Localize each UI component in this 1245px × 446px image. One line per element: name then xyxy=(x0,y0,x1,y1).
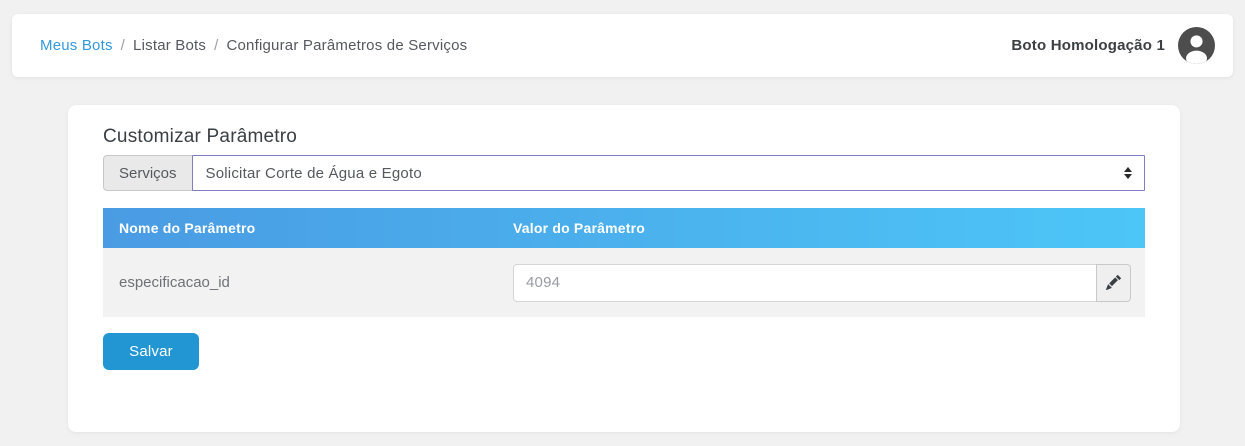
save-button[interactable]: Salvar xyxy=(103,333,199,370)
parameter-value-cell xyxy=(513,263,1145,302)
service-select-wrap: Solicitar Corte de Água e Egoto xyxy=(191,155,1145,191)
pencil-icon xyxy=(1106,275,1121,290)
breadcrumb: Meus Bots / Listar Bots / Configurar Par… xyxy=(40,37,467,54)
service-select-group: Serviços Solicitar Corte de Água e Egoto xyxy=(103,155,1145,191)
breadcrumb-link-meus-bots[interactable]: Meus Bots xyxy=(40,37,113,54)
parameters-table-header: Nome do Parâmetro Valor do Parâmetro xyxy=(103,208,1145,248)
parameter-value-input[interactable] xyxy=(513,263,1097,302)
breadcrumb-item-current-page: Configurar Parâmetros de Serviços xyxy=(226,37,468,54)
user-circle-icon[interactable] xyxy=(1178,27,1215,64)
page-title: Customizar Parâmetro xyxy=(103,126,298,147)
column-header-parameter-value: Valor do Parâmetro xyxy=(513,220,645,236)
parameter-name-cell: especificacao_id xyxy=(119,274,230,291)
breadcrumb-separator: / xyxy=(120,37,126,54)
topbar-right: Boto Homologação 1 xyxy=(1011,27,1215,64)
table-row: especificacao_id xyxy=(103,248,1145,317)
breadcrumb-bar: Meus Bots / Listar Bots / Configurar Par… xyxy=(12,14,1233,77)
customize-parameter-card: Customizar Parâmetro Serviços Solicitar … xyxy=(68,105,1180,432)
service-label: Serviços xyxy=(103,155,193,191)
edit-parameter-button[interactable] xyxy=(1096,263,1131,302)
service-select[interactable]: Solicitar Corte de Água e Egoto xyxy=(191,155,1145,191)
bot-name-label: Boto Homologação 1 xyxy=(1011,37,1165,54)
column-header-parameter-name: Nome do Parâmetro xyxy=(119,220,256,236)
breadcrumb-item-listar-bots: Listar Bots xyxy=(133,37,207,54)
breadcrumb-separator: / xyxy=(214,37,219,54)
